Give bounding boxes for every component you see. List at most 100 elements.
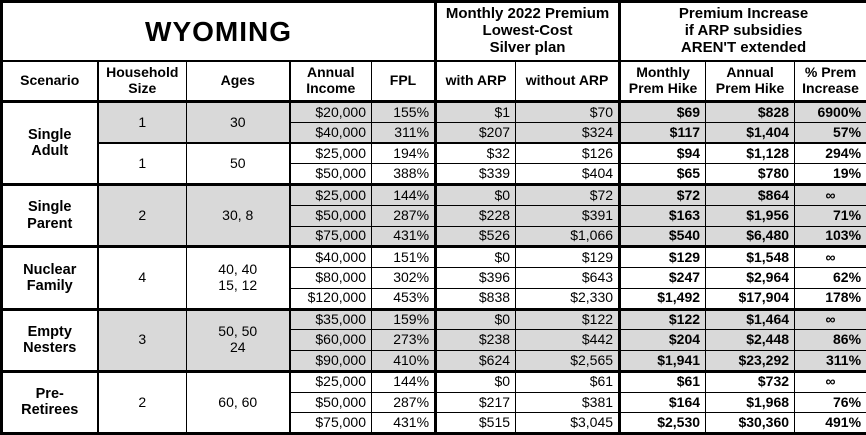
fpl-cell: 388%	[370, 163, 438, 185]
merged-header-row: WYOMING Monthly 2022 Premium Lowest-Cost…	[0, 1, 866, 62]
scenario-cell: Single Adult	[1, 100, 99, 185]
pct-increase-cell: 57%	[794, 121, 866, 144]
income-cell: $35,000	[289, 307, 372, 331]
col-header-monthly-prem-hike: Monthly Prem Hike	[619, 60, 707, 103]
pct-increase-cell: 311%	[794, 350, 866, 372]
increase-group-header: Premium Increase if ARP subsidies AREN'T…	[619, 1, 866, 62]
income-cell: $75,000	[289, 225, 372, 248]
fpl-cell: 144%	[370, 183, 438, 206]
income-cell: $60,000	[289, 329, 372, 351]
annual-hike-cell: $1,968	[705, 391, 796, 414]
with-arp-cell: $526	[435, 225, 517, 248]
income-cell: $50,000	[289, 163, 372, 185]
col-header-annual-income: Annual Income	[289, 60, 372, 103]
table-row: Pre- Retirees 2 60, 60 $25,000 144% $0 $61 $61 $…	[1, 369, 866, 435]
with-arp-cell: $32	[435, 142, 517, 165]
with-arp-cell: $0	[435, 307, 517, 331]
household-size-cell: 2	[97, 369, 187, 435]
without-arp-cell: $643	[515, 267, 622, 289]
income-cell: $50,000	[289, 391, 372, 414]
pct-increase-cell: ∞	[794, 369, 866, 393]
fpl-cell: 194%	[370, 142, 438, 165]
income-cell: $80,000	[289, 267, 372, 289]
pct-increase-cell: ∞	[794, 183, 866, 206]
annual-hike-cell: $732	[705, 369, 796, 393]
pct-increase-cell: 19%	[794, 163, 866, 185]
scenario-cell: Nuclear Family	[1, 245, 99, 310]
ages-cell: 50	[186, 142, 291, 185]
annual-hike-cell: $1,464	[705, 307, 796, 331]
premium-group-header: Monthly 2022 Premium Lowest-Cost Silver …	[435, 1, 622, 62]
income-cell: $40,000	[289, 245, 372, 268]
income-cell: $120,000	[289, 287, 372, 310]
monthly-hike-cell: $204	[619, 329, 707, 351]
monthly-hike-cell: $163	[619, 204, 707, 227]
ages-cell: 60, 60	[186, 369, 291, 435]
fpl-cell: 410%	[370, 350, 438, 372]
with-arp-cell: $339	[435, 163, 517, 185]
without-arp-cell: $129	[515, 245, 622, 268]
fpl-cell: 287%	[370, 391, 438, 414]
pct-increase-cell: 178%	[794, 287, 866, 310]
income-cell: $25,000	[289, 183, 372, 206]
pct-increase-cell: ∞	[794, 245, 866, 268]
pct-increase-cell: 71%	[794, 204, 866, 227]
without-arp-cell: $324	[515, 121, 622, 144]
pct-increase-cell: 103%	[794, 225, 866, 248]
with-arp-cell: $515	[435, 412, 517, 434]
monthly-hike-cell: $65	[619, 163, 707, 185]
income-cell: $40,000	[289, 121, 372, 144]
without-arp-cell: $72	[515, 183, 622, 206]
table-row: $40,000 311% $207 $324 $117 $1,404 57%	[2, 121, 866, 144]
without-arp-cell: $2,330	[515, 287, 622, 310]
monthly-hike-cell: $61	[619, 369, 707, 393]
col-header-household-size: Household Size	[97, 60, 187, 103]
monthly-hike-cell: $1,941	[619, 350, 707, 372]
without-arp-cell: $61	[515, 369, 622, 393]
fpl-cell: 311%	[370, 121, 438, 144]
col-header-ages: Ages	[186, 60, 291, 103]
monthly-hike-cell: $1,492	[619, 287, 707, 310]
table-row: Single Adult 1 30 $20,000 155% $1 $70 $69 $828 69…	[1, 100, 866, 185]
income-cell: $90,000	[289, 350, 372, 372]
with-arp-cell: $0	[435, 245, 517, 268]
pct-increase-cell: ∞	[794, 307, 866, 331]
fpl-cell: 159%	[370, 307, 438, 331]
annual-hike-cell: $2,964	[705, 267, 796, 289]
pct-increase-cell: 62%	[794, 267, 866, 289]
monthly-hike-cell: $72	[619, 183, 707, 206]
monthly-hike-cell: $540	[619, 225, 707, 248]
table-row: $75,000 431% $526 $1,066 $540 $6,480 103%	[2, 225, 866, 248]
table-row: Empty Nesters 3 50, 50 24 $35,000 159% $0 $122…	[1, 307, 866, 372]
annual-hike-cell: $23,292	[705, 350, 796, 372]
fpl-cell: 151%	[370, 245, 438, 268]
column-header-row: Scenario Household Size Ages Annual Income F…	[1, 60, 866, 103]
without-arp-cell: $3,045	[515, 412, 622, 434]
monthly-hike-cell: $122	[619, 307, 707, 331]
with-arp-cell: $396	[435, 267, 517, 289]
col-header-fpl: FPL	[370, 60, 438, 103]
scenario-cell: Empty Nesters	[1, 307, 99, 372]
annual-hike-cell: $828	[705, 100, 796, 123]
annual-hike-cell: $1,128	[705, 142, 796, 165]
household-size-cell: 3	[97, 307, 187, 372]
scenario-cell: Pre- Retirees	[1, 369, 99, 435]
annual-hike-cell: $2,448	[705, 329, 796, 351]
fpl-cell: 273%	[370, 329, 438, 351]
monthly-hike-cell: $94	[619, 142, 707, 165]
fpl-cell: 155%	[370, 100, 438, 123]
annual-hike-cell: $864	[705, 183, 796, 206]
col-header-scenario: Scenario	[1, 60, 99, 103]
table-row: $80,000 302% $396 $643 $247 $2,964 62%	[2, 267, 866, 289]
with-arp-cell: $207	[435, 121, 517, 144]
monthly-hike-cell: $2,530	[619, 412, 707, 434]
without-arp-cell: $442	[515, 329, 622, 351]
monthly-hike-cell: $69	[619, 100, 707, 123]
table-row: Nuclear Family 4 40, 40 15, 12 $40,000 151% $…	[1, 245, 866, 310]
annual-hike-cell: $780	[705, 163, 796, 185]
monthly-hike-cell: $117	[619, 121, 707, 144]
without-arp-cell: $70	[515, 100, 622, 123]
col-header-with-arp: with ARP	[435, 60, 517, 103]
